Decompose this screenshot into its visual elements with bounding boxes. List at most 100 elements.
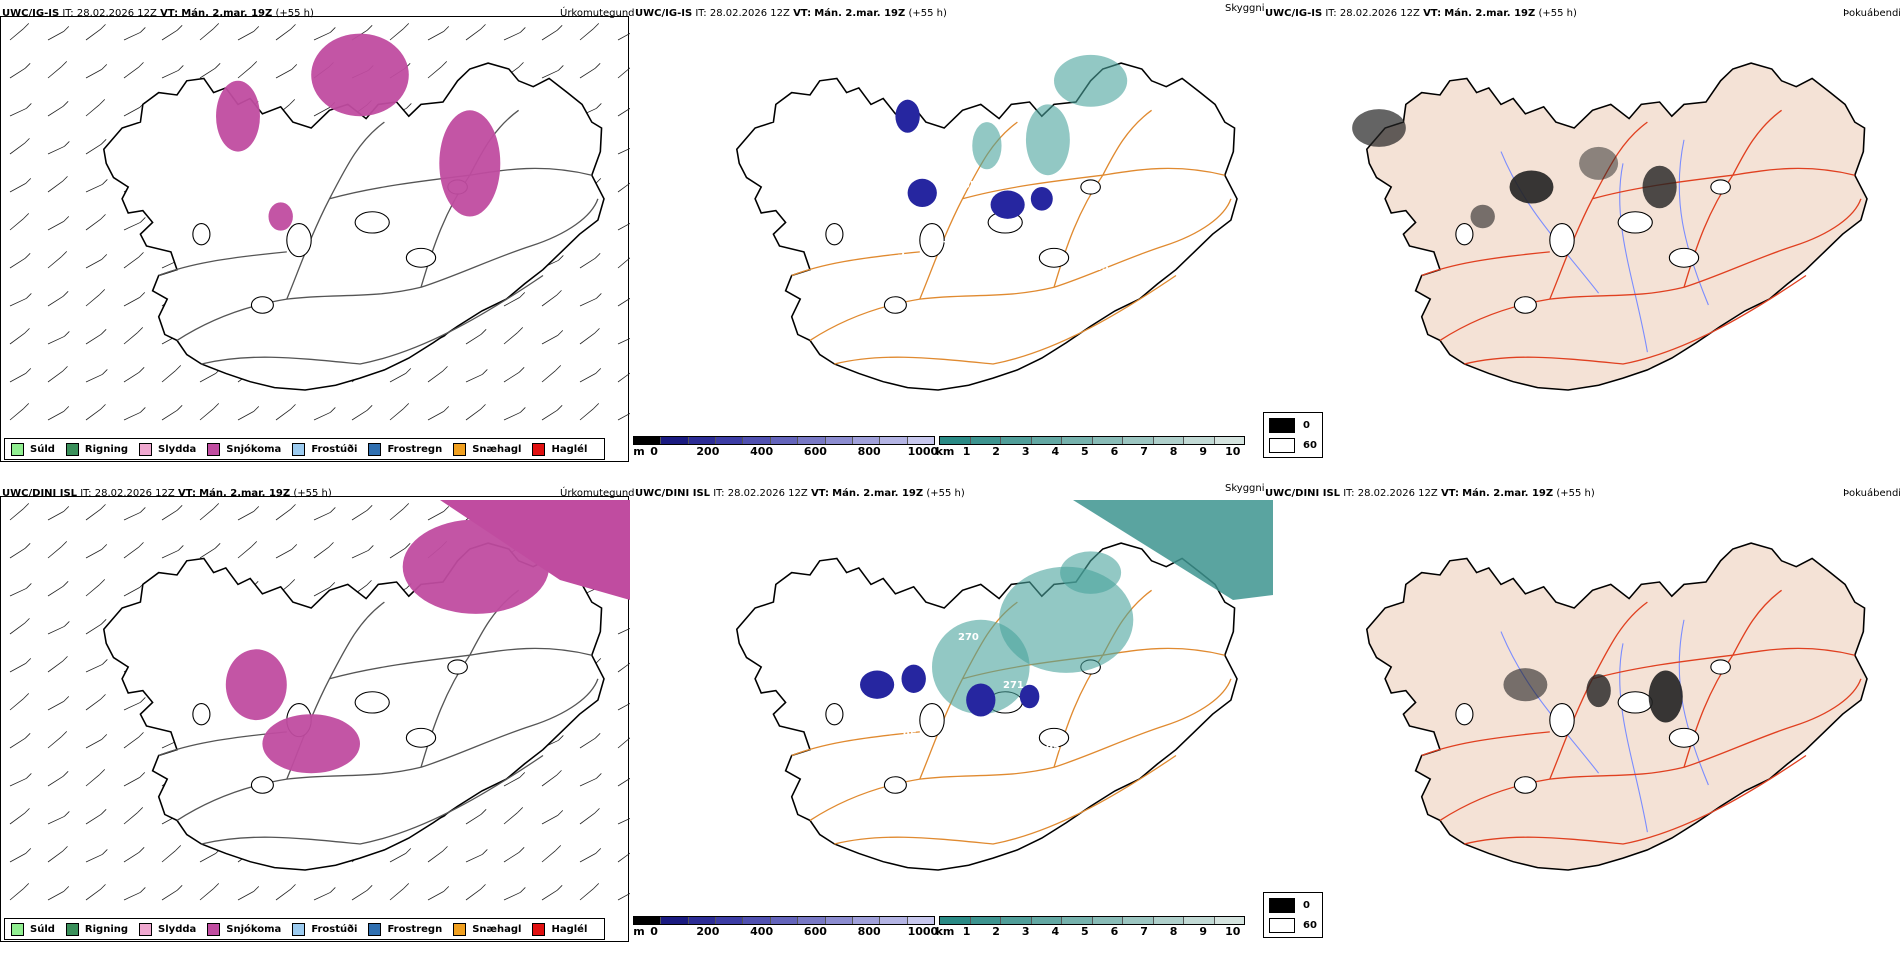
glacier-outline bbox=[919, 703, 945, 738]
low-cloud-base-area bbox=[990, 190, 1025, 219]
colorbar-tick: 10 bbox=[1225, 925, 1241, 938]
snowfall-area bbox=[262, 714, 360, 774]
legend-swatch bbox=[65, 922, 79, 936]
valid-time-value: Mán. 2.mar. 19Z bbox=[832, 488, 924, 499]
valid-time-value: Mán. 2.mar. 19Z bbox=[1444, 8, 1536, 19]
init-time-label: IT: bbox=[1343, 488, 1355, 499]
panel-header: UWC/DINI ISL IT: 28.02.2026 12Z VT: Mán.… bbox=[1265, 488, 1595, 499]
glacier-outline bbox=[250, 776, 274, 794]
precip-type-panel: UWC/IG-IS IT: 28.02.2026 12Z VT: Mán. 2.… bbox=[0, 0, 635, 470]
colorbar-tick: 800 bbox=[857, 925, 881, 938]
colorbar-tick: 0 bbox=[650, 445, 658, 458]
legend-item: Slydda bbox=[139, 922, 197, 936]
init-time-value: 28.02.2026 12Z bbox=[94, 488, 175, 499]
valid-time-label: VT: bbox=[810, 488, 829, 499]
colorbar-tick: 400 bbox=[750, 445, 774, 458]
legend-label: Rigning bbox=[84, 443, 129, 455]
colorbar-tick: 7 bbox=[1140, 445, 1148, 458]
model-name: UWC/DINI ISL bbox=[2, 488, 78, 499]
lead-time: (+55 h) bbox=[1556, 488, 1595, 499]
colorbar-tick: 9 bbox=[1199, 445, 1207, 458]
init-time-value: 28.02.2026 12Z bbox=[76, 8, 157, 19]
cloud-base-label: 761 bbox=[1095, 683, 1116, 694]
road-network bbox=[791, 109, 1232, 365]
cloud-visibility-map bbox=[735, 54, 1238, 391]
glacier-outline bbox=[1668, 727, 1700, 748]
lead-time: (+55 h) bbox=[293, 488, 332, 499]
legend-item: Haglél bbox=[532, 922, 587, 936]
precip-panel-frame bbox=[0, 496, 629, 942]
colorbar-tick: 5 bbox=[1081, 445, 1089, 458]
valid-time-label: VT: bbox=[1440, 488, 1459, 499]
colorbar-tick: 0 bbox=[650, 925, 658, 938]
cloud-base-label: 742 bbox=[1088, 138, 1109, 149]
panel-header: UWC/IG-IS IT: 28.02.2026 12Z VT: Mán. 2.… bbox=[635, 8, 947, 19]
fog-legend-row: 60 bbox=[1269, 918, 1322, 933]
colorbar-cells bbox=[939, 436, 1245, 445]
valid-time-label: VT: bbox=[160, 8, 179, 19]
init-time-label: IT: bbox=[695, 8, 707, 19]
valid-time-value: Mán. 2.mar. 19Z bbox=[199, 488, 291, 499]
panel-header: UWC/DINI ISL IT: 28.02.2026 12Z VT: Mán.… bbox=[635, 488, 965, 499]
legend-item: Snæhagl bbox=[453, 442, 522, 456]
init-time-label: IT: bbox=[1325, 8, 1337, 19]
glacier-outline bbox=[1549, 223, 1575, 258]
cloud-base-label: 43 bbox=[1095, 262, 1109, 273]
panel-title-visibility: Skyggni bbox=[1225, 3, 1265, 14]
colorbar-tick: 800 bbox=[857, 445, 881, 458]
legend-item: Frostúði bbox=[292, 922, 357, 936]
valid-time-value: Mán. 2.mar. 19Z bbox=[814, 8, 906, 19]
glacier-outline bbox=[354, 691, 390, 714]
fog-legend-row: 60 bbox=[1269, 438, 1322, 453]
fog-legend-value: 0 bbox=[1303, 420, 1310, 431]
snowfall-area bbox=[225, 649, 287, 721]
colorbar-unit: m bbox=[633, 445, 645, 458]
panel-title-fog: Þokuábendi bbox=[1843, 8, 1900, 19]
cloud-base-label: 22 bbox=[946, 142, 960, 153]
init-time-value: 28.02.2026 12Z bbox=[1357, 488, 1438, 499]
cloud-base-label: 3 bbox=[898, 248, 905, 259]
iceland-coastline bbox=[1365, 542, 1868, 871]
legend-swatch bbox=[65, 442, 79, 456]
legend-item: Súld bbox=[11, 922, 55, 936]
glacier-outline bbox=[1455, 703, 1474, 726]
low-visibility-area bbox=[1054, 54, 1128, 107]
low-visibility-area bbox=[1025, 104, 1070, 176]
low-cloud-base-area bbox=[1019, 684, 1040, 709]
fog-legend-swatch bbox=[1269, 918, 1295, 933]
lead-time: (+55 h) bbox=[908, 8, 947, 19]
cloud-base-label: 90 bbox=[1010, 258, 1024, 269]
precip-map bbox=[9, 23, 630, 421]
legend-label: Slydda bbox=[158, 923, 197, 935]
colorbar-tick: 1000 bbox=[907, 925, 939, 938]
cloudbase-colorbar: m 0 200 400 600 800 1000 bbox=[633, 436, 938, 459]
panel-title-precip: Úrkomutegund bbox=[560, 8, 635, 19]
precip-type-legend: Súld Rigning Slydda Snjókoma Frostúði Frostre… bbox=[4, 438, 606, 460]
glacier-outline bbox=[192, 223, 211, 246]
colorbar-unit: km bbox=[935, 925, 955, 938]
cloud-base-label: 271 bbox=[1003, 680, 1024, 691]
low-visibility-area bbox=[999, 566, 1134, 673]
low-cloud-base-area bbox=[966, 683, 996, 717]
glacier-outline bbox=[1617, 691, 1653, 714]
legend-item: Frostregn bbox=[368, 442, 442, 456]
legend-swatch bbox=[11, 922, 24, 936]
legend-label: Rigning bbox=[84, 923, 129, 935]
legend-swatch bbox=[532, 922, 546, 936]
glacier-outline bbox=[1549, 703, 1575, 738]
legend-swatch bbox=[368, 442, 382, 456]
colorbar-cells bbox=[633, 436, 935, 445]
glacier-outline bbox=[919, 223, 945, 258]
glacier-outline bbox=[447, 659, 468, 675]
low-visibility-area bbox=[1060, 551, 1122, 594]
cloud-base-label: 21 bbox=[951, 130, 965, 141]
glacier-outline bbox=[405, 727, 437, 748]
legend-label: Snæhagl bbox=[472, 443, 522, 455]
colorbar-tick: 600 bbox=[803, 925, 827, 938]
fog-legend-value: 60 bbox=[1303, 920, 1317, 931]
legend-label: Súld bbox=[30, 443, 55, 455]
colorbar-tick: 200 bbox=[696, 925, 720, 938]
panel-title-fog: Þokuábendi bbox=[1843, 488, 1900, 499]
cloud-base-label: 98 bbox=[1045, 257, 1059, 268]
glacier-outline bbox=[192, 703, 211, 726]
